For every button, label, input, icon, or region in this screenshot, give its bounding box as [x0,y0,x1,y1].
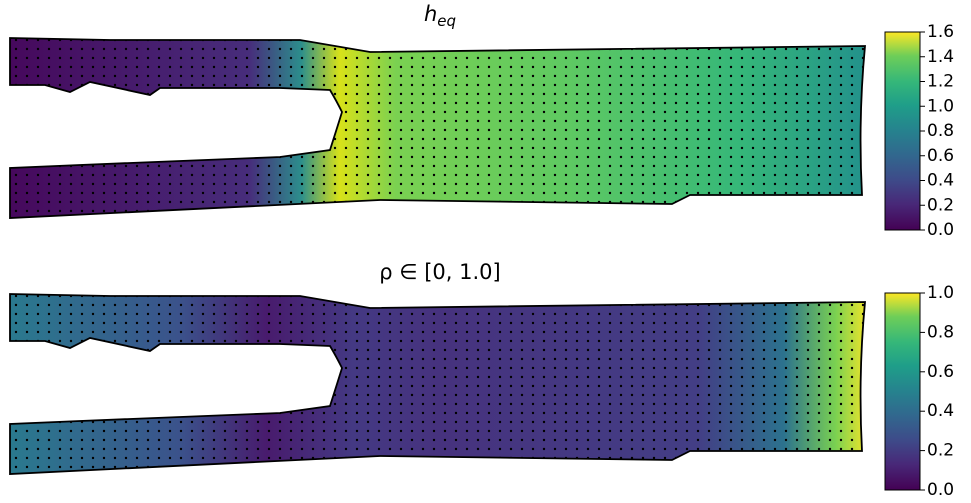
panel-title: ρ ∈ [0, 1.0] [379,260,500,284]
colorbar-tick-label: 0.8 [927,322,954,342]
colorbar-tick-label: 0.6 [927,362,954,382]
colorbar-tick-label: 0.4 [927,171,954,191]
colorbar-tick-label: 0.0 [927,480,954,500]
colorbar-tick-label: 0.2 [927,195,954,215]
colorbar-tick-label: 0.2 [927,441,954,461]
mesh-nodes [10,294,865,474]
colorbar-tick-label: 1.2 [927,72,954,92]
colorbar-tick-label: 1.6 [927,22,954,42]
colorbar-tick-label: 0.8 [927,121,954,141]
panel: heq 0.0 0.2 0.4 0.6 0.8 1.0 1.2 1.4 1.6 [9,2,954,240]
colorbar-tick-label: 1.4 [927,47,954,67]
colorbar [884,31,921,231]
colorbar-tick-label: 0.6 [927,146,954,166]
colorbar [884,292,921,491]
field [9,293,866,475]
mesh-nodes [10,38,865,218]
field [9,37,866,219]
title-subscript: eq [437,12,456,30]
colorbar-tick-label: 1.0 [927,96,954,116]
colorbar-tick-label: 1.0 [927,283,954,303]
panel-title: heq [424,2,456,30]
panel: ρ ∈ [0, 1.0] 0.0 0.2 0.4 0.6 0.8 1.0 [9,260,954,500]
colorbar-tick-label: 0.0 [927,220,954,240]
colorbar-tick-label: 0.4 [927,401,954,421]
